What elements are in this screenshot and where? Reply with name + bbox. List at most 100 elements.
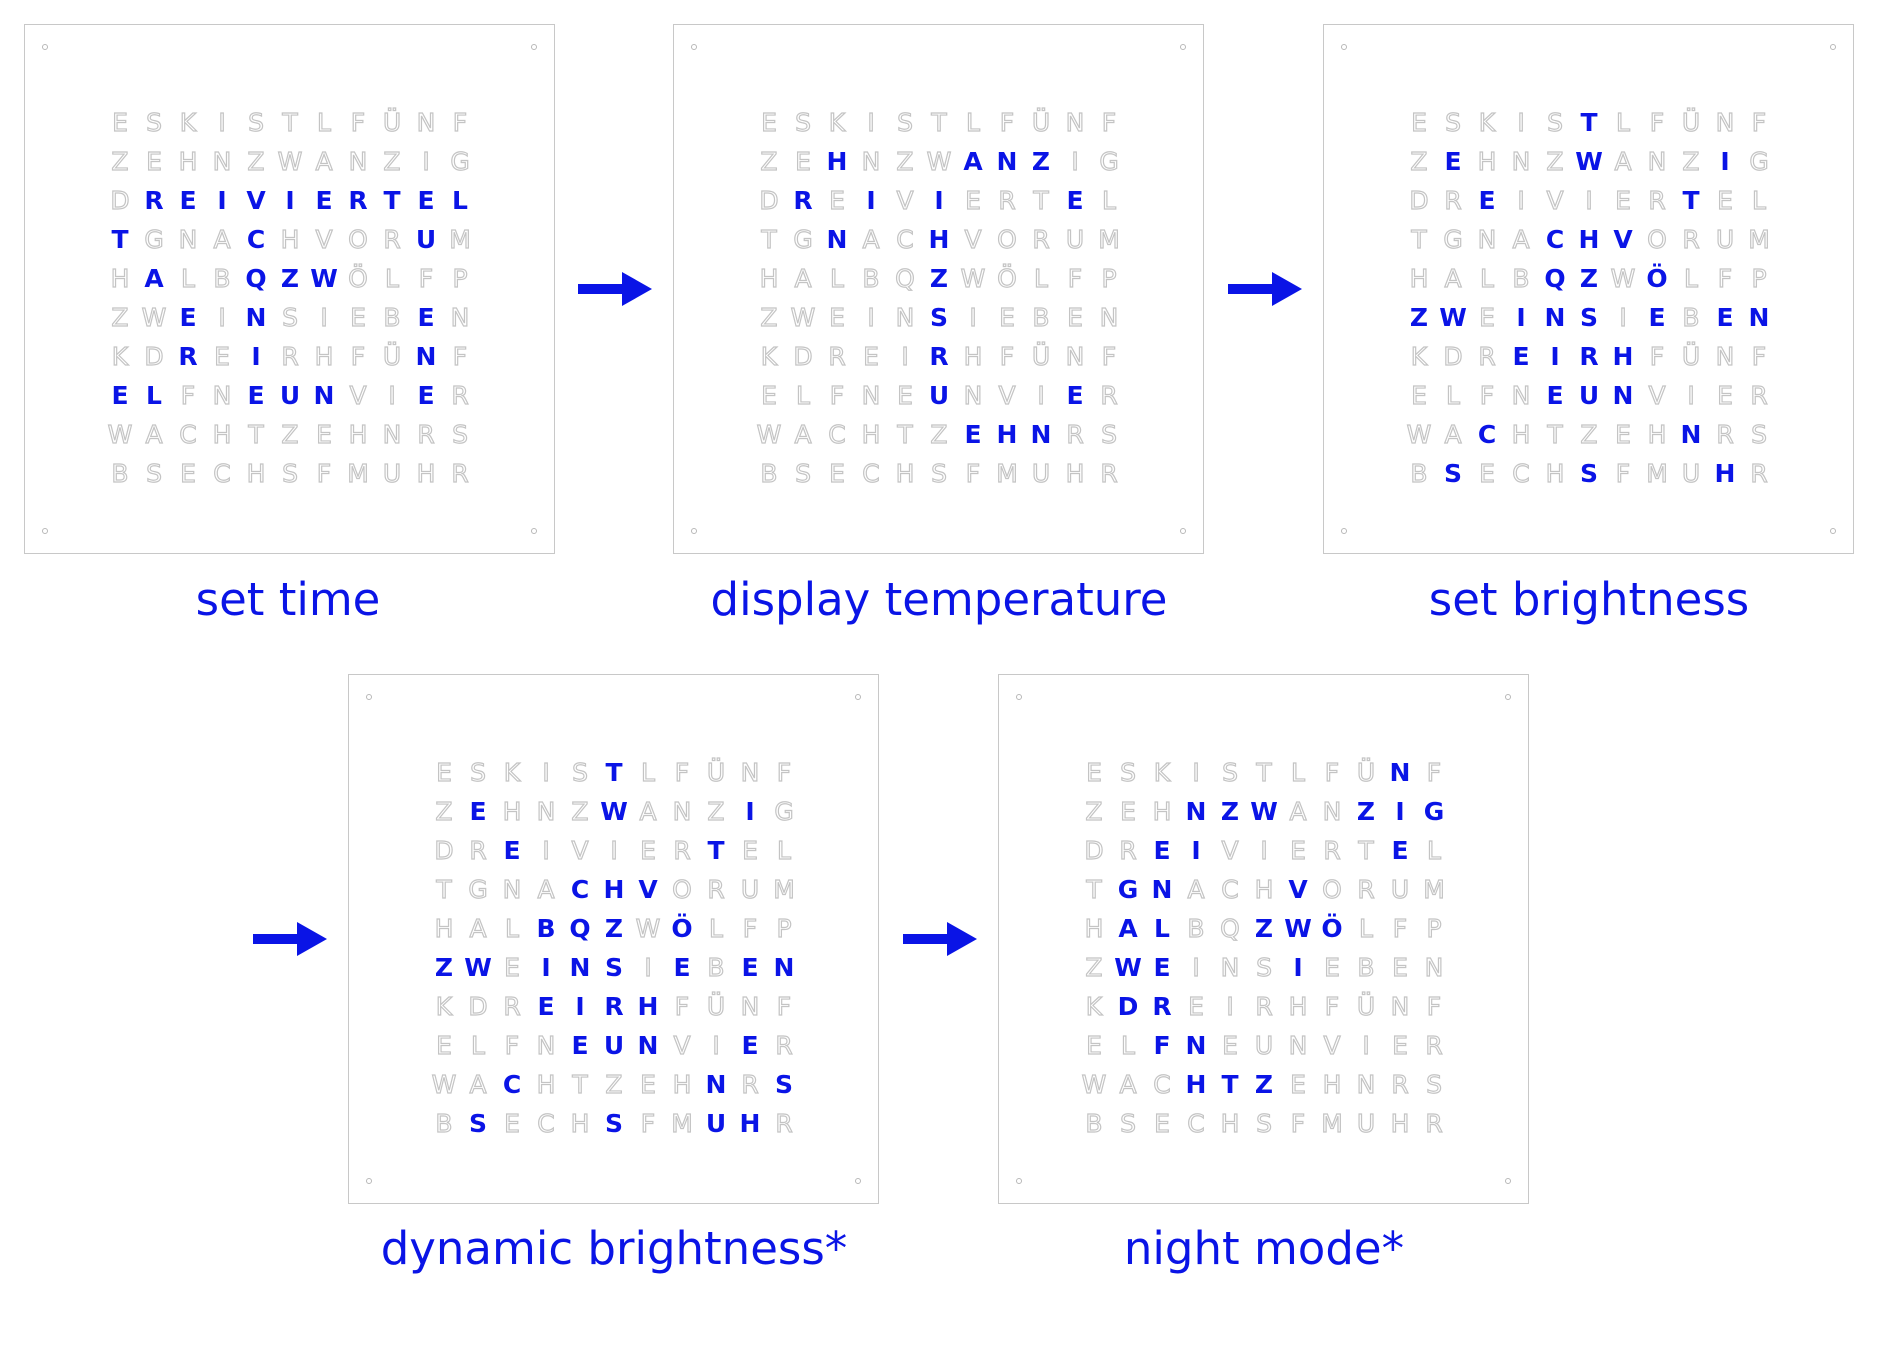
lit-letter: E xyxy=(503,836,521,865)
letter: Ü xyxy=(1681,107,1701,137)
letter: W xyxy=(431,1069,457,1099)
letter: B xyxy=(213,263,231,293)
letter: F xyxy=(674,991,690,1021)
letter: L xyxy=(1290,757,1305,787)
letter: E xyxy=(1410,107,1427,137)
lit-letter: Z xyxy=(1409,303,1429,332)
letter: V xyxy=(1648,380,1666,410)
letter: Z xyxy=(111,302,129,332)
letter: R xyxy=(1255,991,1274,1021)
letter: K xyxy=(503,757,521,787)
lit-letter: N xyxy=(1185,797,1207,826)
mounting-hole xyxy=(42,44,48,50)
letter: V xyxy=(964,224,982,254)
lit-letter: E xyxy=(417,381,435,410)
letter: R xyxy=(383,224,402,254)
letter: E xyxy=(503,1108,520,1138)
letter: U xyxy=(1356,1108,1376,1138)
letter: F xyxy=(1426,757,1442,787)
mounting-hole xyxy=(366,1178,372,1184)
letter: L xyxy=(1426,835,1441,865)
lit-letter: H xyxy=(1185,1070,1207,1099)
letter: H xyxy=(502,796,522,826)
lit-letter: D xyxy=(1117,992,1139,1021)
letter: A xyxy=(1289,796,1307,826)
letter: B xyxy=(1357,952,1375,982)
letter: I xyxy=(218,302,227,332)
lit-letter: E xyxy=(537,992,555,1021)
letter: N xyxy=(740,991,760,1021)
lit-letter: I xyxy=(1720,147,1730,176)
lit-letter: B xyxy=(536,914,556,943)
letter: L xyxy=(316,107,331,137)
letter: L xyxy=(504,913,519,943)
letter: C xyxy=(1187,1108,1206,1138)
letter: E xyxy=(1119,796,1136,826)
letter: N xyxy=(1511,146,1531,176)
letter: Z xyxy=(571,796,589,826)
lit-letter: N xyxy=(637,1031,659,1060)
letter: E xyxy=(503,952,520,982)
letter: V xyxy=(1221,835,1239,865)
letter: P xyxy=(1751,263,1767,293)
letter: N xyxy=(536,796,556,826)
letter: E xyxy=(1289,835,1306,865)
letter: N xyxy=(1099,302,1119,332)
letter: Q xyxy=(1220,913,1241,943)
letter: S xyxy=(281,458,298,488)
letter: Ö xyxy=(997,263,1018,293)
letter: D xyxy=(434,835,454,865)
letter: C xyxy=(1153,1069,1172,1099)
letter: N xyxy=(348,146,368,176)
lit-letter: N xyxy=(1389,758,1411,787)
letter: F xyxy=(316,458,332,488)
letter: I xyxy=(867,302,876,332)
lit-letter: W xyxy=(1250,797,1278,826)
mounting-hole xyxy=(1830,44,1836,50)
letter: E xyxy=(1085,757,1102,787)
letter: R xyxy=(1478,341,1497,371)
letter: N xyxy=(1715,107,1735,137)
mounting-hole xyxy=(691,528,697,534)
letter: Z xyxy=(1410,146,1428,176)
letter: L xyxy=(1479,263,1494,293)
lit-letter: R xyxy=(178,342,198,371)
letter: K xyxy=(1153,757,1171,787)
letter: G xyxy=(1099,146,1120,176)
letter: W xyxy=(635,913,661,943)
lit-letter: I xyxy=(217,186,227,215)
letter: M xyxy=(1098,224,1121,254)
letter: F xyxy=(350,341,366,371)
letter: R xyxy=(1750,380,1769,410)
letter: E xyxy=(1289,1069,1306,1099)
letter: E xyxy=(1323,952,1340,982)
letter: W xyxy=(141,302,167,332)
letter: H xyxy=(1322,1069,1342,1099)
letter: P xyxy=(452,263,468,293)
mounting-hole xyxy=(1830,528,1836,534)
lit-letter: W xyxy=(464,953,492,982)
letter: T xyxy=(248,419,264,449)
letter: E xyxy=(964,185,981,215)
letter: W xyxy=(277,146,303,176)
letter: H xyxy=(1511,419,1531,449)
letter: E xyxy=(1085,1030,1102,1060)
lit-letter: E xyxy=(1716,303,1734,332)
letter: G xyxy=(468,874,489,904)
right-arrow-icon xyxy=(1228,272,1302,306)
lit-letter: E xyxy=(111,381,129,410)
letter: Z xyxy=(760,146,778,176)
letter: F xyxy=(1067,263,1083,293)
letter: S xyxy=(930,458,947,488)
letter: N xyxy=(212,146,232,176)
letter: N xyxy=(1288,1030,1308,1060)
lit-letter: L xyxy=(1154,914,1170,943)
letter: W xyxy=(960,263,986,293)
letter: I xyxy=(712,1030,721,1060)
letter: A xyxy=(1614,146,1632,176)
letter: D xyxy=(1409,185,1429,215)
lit-letter: H xyxy=(637,992,659,1021)
letter: R xyxy=(1100,458,1119,488)
letter: I xyxy=(542,757,551,787)
letter: T xyxy=(931,107,947,137)
